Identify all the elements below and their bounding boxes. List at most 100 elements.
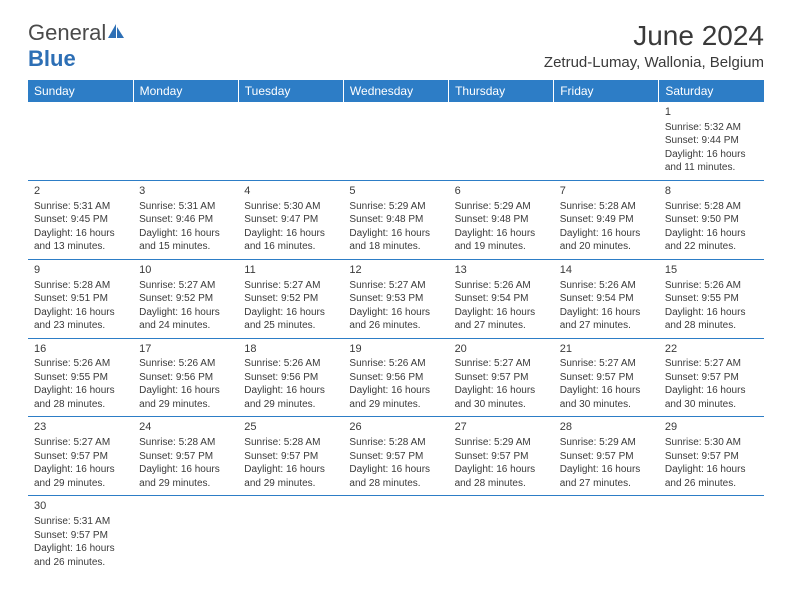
calendar-table: Sunday Monday Tuesday Wednesday Thursday…: [28, 80, 764, 574]
day-cell: [343, 496, 448, 574]
day-number: 28: [560, 420, 653, 435]
day-cell: 19Sunrise: 5:26 AMSunset: 9:56 PMDayligh…: [343, 338, 448, 417]
day-number: 9: [34, 263, 127, 278]
sunset-line: Sunset: 9:51 PM: [34, 292, 127, 306]
sunrise-line: Sunrise: 5:26 AM: [560, 279, 653, 293]
sunrise-line: Sunrise: 5:28 AM: [665, 200, 758, 214]
daylight-line: Daylight: 16 hours and 22 minutes.: [665, 227, 758, 254]
day-number: 3: [139, 184, 232, 199]
day-cell: 27Sunrise: 5:29 AMSunset: 9:57 PMDayligh…: [449, 417, 554, 496]
sunset-line: Sunset: 9:57 PM: [244, 450, 337, 464]
day-number: 16: [34, 342, 127, 357]
day-cell: 21Sunrise: 5:27 AMSunset: 9:57 PMDayligh…: [554, 338, 659, 417]
day-cell: 2Sunrise: 5:31 AMSunset: 9:45 PMDaylight…: [28, 180, 133, 259]
day-cell: 22Sunrise: 5:27 AMSunset: 9:57 PMDayligh…: [659, 338, 764, 417]
dayname-sat: Saturday: [659, 80, 764, 102]
daylight-line: Daylight: 16 hours and 30 minutes.: [560, 384, 653, 411]
day-number: 5: [349, 184, 442, 199]
sunrise-line: Sunrise: 5:28 AM: [349, 436, 442, 450]
sunset-line: Sunset: 9:53 PM: [349, 292, 442, 306]
day-cell: 10Sunrise: 5:27 AMSunset: 9:52 PMDayligh…: [133, 259, 238, 338]
day-number: 6: [455, 184, 548, 199]
sunrise-line: Sunrise: 5:31 AM: [34, 515, 127, 529]
sunrise-line: Sunrise: 5:29 AM: [560, 436, 653, 450]
day-number: 21: [560, 342, 653, 357]
day-number: 24: [139, 420, 232, 435]
day-number: 29: [665, 420, 758, 435]
day-cell: 26Sunrise: 5:28 AMSunset: 9:57 PMDayligh…: [343, 417, 448, 496]
sunset-line: Sunset: 9:50 PM: [665, 213, 758, 227]
day-cell: 5Sunrise: 5:29 AMSunset: 9:48 PMDaylight…: [343, 180, 448, 259]
day-number: 2: [34, 184, 127, 199]
week-row: 23Sunrise: 5:27 AMSunset: 9:57 PMDayligh…: [28, 417, 764, 496]
day-number: 22: [665, 342, 758, 357]
day-number: 19: [349, 342, 442, 357]
calendar-body: 1Sunrise: 5:32 AMSunset: 9:44 PMDaylight…: [28, 102, 764, 574]
day-cell: 9Sunrise: 5:28 AMSunset: 9:51 PMDaylight…: [28, 259, 133, 338]
day-cell: 29Sunrise: 5:30 AMSunset: 9:57 PMDayligh…: [659, 417, 764, 496]
day-cell: 6Sunrise: 5:29 AMSunset: 9:48 PMDaylight…: [449, 180, 554, 259]
sunrise-line: Sunrise: 5:28 AM: [560, 200, 653, 214]
day-cell: 14Sunrise: 5:26 AMSunset: 9:54 PMDayligh…: [554, 259, 659, 338]
daylight-line: Daylight: 16 hours and 30 minutes.: [455, 384, 548, 411]
day-number: 8: [665, 184, 758, 199]
daylight-line: Daylight: 16 hours and 29 minutes.: [139, 384, 232, 411]
sunset-line: Sunset: 9:44 PM: [665, 134, 758, 148]
brand-logo: GeneralBlue: [28, 20, 126, 72]
dayname-mon: Monday: [133, 80, 238, 102]
sunrise-line: Sunrise: 5:27 AM: [560, 357, 653, 371]
day-cell: [238, 496, 343, 574]
sunrise-line: Sunrise: 5:26 AM: [349, 357, 442, 371]
dayname-thu: Thursday: [449, 80, 554, 102]
sunset-line: Sunset: 9:55 PM: [34, 371, 127, 385]
sunset-line: Sunset: 9:57 PM: [665, 371, 758, 385]
day-cell: [659, 496, 764, 574]
day-cell: [238, 102, 343, 180]
daylight-line: Daylight: 16 hours and 25 minutes.: [244, 306, 337, 333]
day-number: 27: [455, 420, 548, 435]
daylight-line: Daylight: 16 hours and 11 minutes.: [665, 148, 758, 175]
sunrise-line: Sunrise: 5:30 AM: [244, 200, 337, 214]
sunset-line: Sunset: 9:56 PM: [244, 371, 337, 385]
day-cell: 24Sunrise: 5:28 AMSunset: 9:57 PMDayligh…: [133, 417, 238, 496]
daylight-line: Daylight: 16 hours and 26 minutes.: [349, 306, 442, 333]
sunrise-line: Sunrise: 5:32 AM: [665, 121, 758, 135]
day-cell: 8Sunrise: 5:28 AMSunset: 9:50 PMDaylight…: [659, 180, 764, 259]
day-cell: [343, 102, 448, 180]
day-cell: 30Sunrise: 5:31 AMSunset: 9:57 PMDayligh…: [28, 496, 133, 574]
sunrise-line: Sunrise: 5:29 AM: [455, 436, 548, 450]
sunset-line: Sunset: 9:52 PM: [244, 292, 337, 306]
sunset-line: Sunset: 9:57 PM: [34, 529, 127, 543]
day-cell: 7Sunrise: 5:28 AMSunset: 9:49 PMDaylight…: [554, 180, 659, 259]
day-cell: [449, 496, 554, 574]
day-cell: 16Sunrise: 5:26 AMSunset: 9:55 PMDayligh…: [28, 338, 133, 417]
sunrise-line: Sunrise: 5:29 AM: [349, 200, 442, 214]
day-number: 26: [349, 420, 442, 435]
dayname-wed: Wednesday: [343, 80, 448, 102]
daylight-line: Daylight: 16 hours and 18 minutes.: [349, 227, 442, 254]
daylight-line: Daylight: 16 hours and 29 minutes.: [244, 384, 337, 411]
page-header: GeneralBlue June 2024 Zetrud-Lumay, Wall…: [28, 20, 764, 72]
sunset-line: Sunset: 9:54 PM: [455, 292, 548, 306]
daylight-line: Daylight: 16 hours and 28 minutes.: [349, 463, 442, 490]
day-number: 30: [34, 499, 127, 514]
sunrise-line: Sunrise: 5:30 AM: [665, 436, 758, 450]
dayname-tue: Tuesday: [238, 80, 343, 102]
day-number: 4: [244, 184, 337, 199]
daylight-line: Daylight: 16 hours and 28 minutes.: [665, 306, 758, 333]
calendar-head: Sunday Monday Tuesday Wednesday Thursday…: [28, 80, 764, 102]
day-cell: 3Sunrise: 5:31 AMSunset: 9:46 PMDaylight…: [133, 180, 238, 259]
sunrise-line: Sunrise: 5:31 AM: [34, 200, 127, 214]
daylight-line: Daylight: 16 hours and 27 minutes.: [560, 463, 653, 490]
sunrise-line: Sunrise: 5:26 AM: [139, 357, 232, 371]
sunset-line: Sunset: 9:57 PM: [349, 450, 442, 464]
daylight-line: Daylight: 16 hours and 27 minutes.: [560, 306, 653, 333]
day-number: 1: [665, 105, 758, 120]
sunset-line: Sunset: 9:57 PM: [665, 450, 758, 464]
week-row: 1Sunrise: 5:32 AMSunset: 9:44 PMDaylight…: [28, 102, 764, 180]
dayname-fri: Friday: [554, 80, 659, 102]
sunset-line: Sunset: 9:57 PM: [455, 371, 548, 385]
month-title: June 2024: [544, 20, 764, 52]
daylight-line: Daylight: 16 hours and 29 minutes.: [349, 384, 442, 411]
sunrise-line: Sunrise: 5:27 AM: [34, 436, 127, 450]
